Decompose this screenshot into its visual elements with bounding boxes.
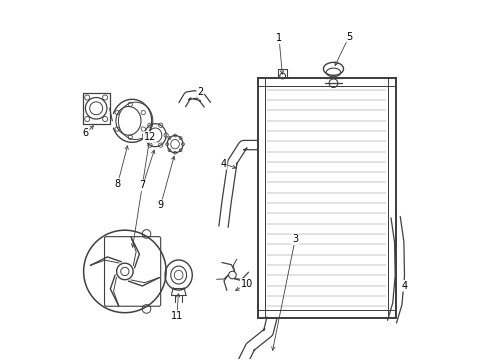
Text: 1: 1	[276, 33, 282, 43]
Text: 7: 7	[140, 180, 146, 190]
Text: 6: 6	[82, 129, 89, 138]
Text: 3: 3	[292, 234, 298, 244]
Text: 4: 4	[220, 159, 226, 169]
Text: 8: 8	[115, 179, 121, 189]
Text: 4: 4	[401, 281, 408, 291]
Bar	[266, 86, 388, 310]
Text: 11: 11	[171, 311, 183, 321]
Bar	[258, 78, 395, 318]
Text: 2: 2	[197, 87, 203, 97]
Text: 5: 5	[346, 32, 352, 41]
Text: 10: 10	[241, 279, 253, 289]
Text: 12: 12	[144, 132, 156, 142]
Text: 9: 9	[158, 200, 164, 210]
